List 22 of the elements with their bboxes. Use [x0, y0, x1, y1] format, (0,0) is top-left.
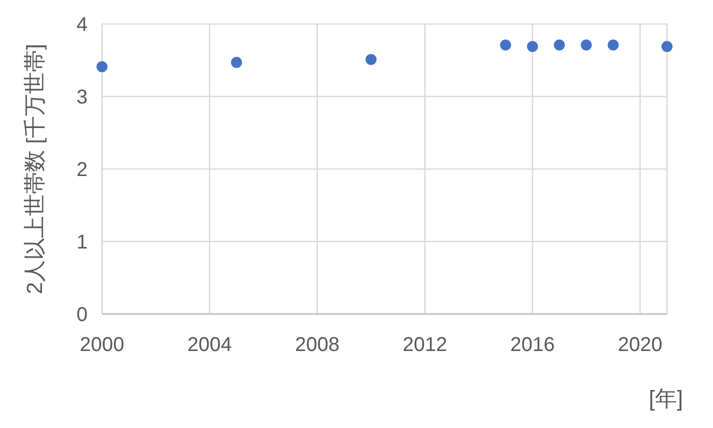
- y-tick-label: 2: [76, 159, 88, 181]
- point: [500, 40, 512, 51]
- y-tick-label: 4: [76, 14, 88, 36]
- x-tick-label: 2020: [618, 334, 662, 356]
- x-tick-label: 2000: [80, 334, 124, 356]
- x-tick-label: 2004: [187, 334, 232, 356]
- y-tick-label: 0: [76, 304, 88, 326]
- x-tick-label: 2016: [510, 334, 555, 356]
- point: [526, 40, 538, 52]
- x-axis-title: [年]: [648, 386, 683, 411]
- y-tick-label: 1: [76, 232, 88, 254]
- x-tick-label: 2008: [294, 334, 340, 356]
- point: [608, 40, 619, 51]
- point: [366, 54, 377, 66]
- point: [662, 40, 672, 52]
- point: [231, 56, 242, 68]
- x-tick-label: 2012: [402, 334, 448, 356]
- y-axis-title: 2人以上世帯数 [千万世帯]: [22, 44, 47, 294]
- point: [554, 40, 565, 51]
- y-tick-label: 3: [76, 86, 88, 108]
- point: [580, 40, 592, 51]
- point: [96, 61, 108, 72]
